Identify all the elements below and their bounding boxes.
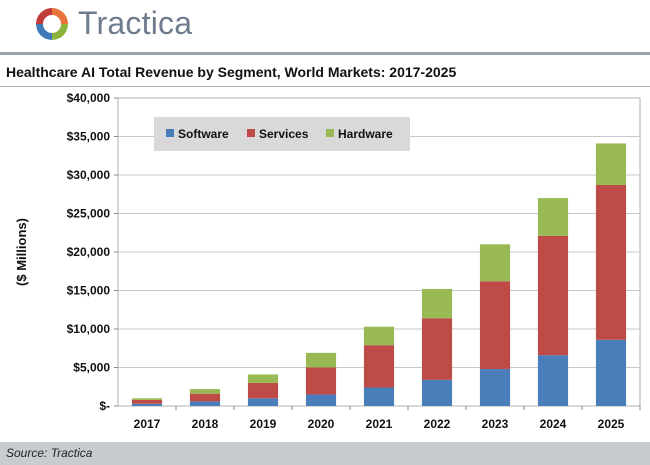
bar-software-2022 <box>421 379 453 406</box>
bar-services-2023 <box>479 281 511 370</box>
source-note: Source: Tractica <box>6 446 93 460</box>
bar-services-2022 <box>421 318 453 380</box>
tractica-logo-icon <box>36 8 68 40</box>
y-tick-label: $15,000 <box>67 284 111 298</box>
x-tick-label: 2024 <box>540 417 567 431</box>
y-tick-label: $- <box>99 399 110 413</box>
y-tick-label: $20,000 <box>67 245 111 259</box>
bar-hardware-2025 <box>595 143 627 186</box>
legend-swatch-hardware <box>326 129 334 137</box>
x-tick-label: 2023 <box>482 417 509 431</box>
bar-hardware-2021 <box>363 326 395 346</box>
bar-hardware-2019 <box>247 374 279 383</box>
y-tick-label: $5,000 <box>73 361 110 375</box>
chart-title: Healthcare AI Total Revenue by Segment, … <box>6 64 457 80</box>
y-tick-label: $40,000 <box>67 91 111 105</box>
bar-software-2019 <box>247 398 279 406</box>
legend-swatch-services <box>247 129 255 137</box>
x-tick-label: 2021 <box>366 417 393 431</box>
bar-hardware-2018 <box>189 389 221 394</box>
y-tick-label: $10,000 <box>67 322 111 336</box>
bar-software-2017 <box>131 403 163 406</box>
x-tick-label: 2017 <box>134 417 161 431</box>
x-tick-label: 2018 <box>192 417 219 431</box>
bar-hardware-2024 <box>537 198 569 236</box>
header-divider <box>0 52 650 55</box>
footer: Source: Tractica <box>0 442 650 465</box>
x-tick-label: 2025 <box>598 417 625 431</box>
legend-label-software: Software <box>178 127 229 141</box>
bar-software-2018 <box>189 401 221 406</box>
legend-label-hardware: Hardware <box>338 127 393 141</box>
bar-hardware-2023 <box>479 244 511 282</box>
brand-name: Tractica <box>78 5 193 41</box>
legend-swatch-software <box>166 129 174 137</box>
bar-hardware-2017 <box>131 398 163 400</box>
y-tick-label: $25,000 <box>67 207 111 221</box>
header: Tractica <box>0 0 650 52</box>
x-tick-label: 2022 <box>424 417 451 431</box>
title-bar: Healthcare AI Total Revenue by Segment, … <box>0 55 650 86</box>
legend-box <box>154 117 410 151</box>
x-tick-label: 2020 <box>308 417 335 431</box>
bar-software-2023 <box>479 369 511 406</box>
x-tick-label: 2019 <box>250 417 277 431</box>
bar-software-2021 <box>363 387 395 406</box>
bar-services-2019 <box>247 382 279 399</box>
bar-software-2020 <box>305 394 337 406</box>
bar-services-2017 <box>131 399 163 404</box>
bar-services-2021 <box>363 345 395 388</box>
y-tick-label: $35,000 <box>67 130 111 144</box>
legend-label-services: Services <box>259 127 309 141</box>
y-axis-label: ($ Millions) <box>14 218 29 286</box>
stacked-bar-chart: $- $5,000 $10,000 $15,000 $20,000 $25,000 $30,… <box>14 91 641 431</box>
bar-software-2024 <box>537 355 569 406</box>
bar-services-2018 <box>189 393 221 402</box>
bar-services-2025 <box>595 185 627 340</box>
title-divider <box>0 86 650 87</box>
bar-software-2025 <box>595 339 627 406</box>
y-tick-label: $30,000 <box>67 168 111 182</box>
bar-services-2020 <box>305 367 337 395</box>
bar-hardware-2020 <box>305 352 337 368</box>
bar-hardware-2022 <box>421 288 453 319</box>
bar-services-2024 <box>537 235 569 356</box>
